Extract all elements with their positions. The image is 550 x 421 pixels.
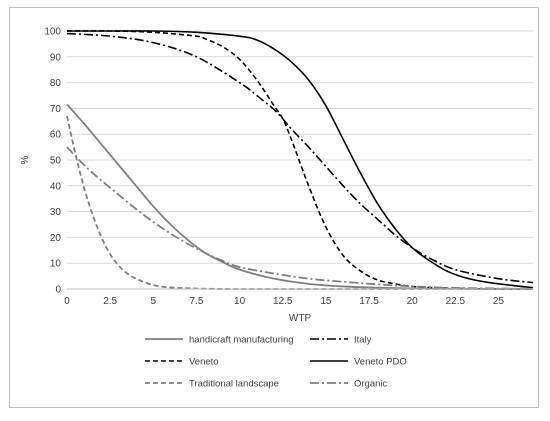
- series-line: [66, 32, 534, 284]
- y-axis-label: %: [20, 155, 31, 164]
- y-tick-label: 10: [50, 259, 62, 270]
- chart-frame: 0 10 20 30 40 50 60 70 80 90 100 0 2.5 5 7.5 10 12.5 15 17…: [9, 7, 539, 408]
- axes: 0 10 20 30 40 50 60 70 80 90 100 0 2.5 5 7.5 10 12.5 15 17…: [20, 27, 533, 324]
- x-tick-label: 12.5: [273, 296, 293, 307]
- x-tick-label: 20: [407, 296, 419, 307]
- y-tick-label: 0: [55, 285, 61, 296]
- x-tick-label: 22.5: [446, 296, 466, 307]
- x-tick-label: 15: [320, 296, 332, 307]
- legend: handicraft manufacturing Italy Veneto Venet…: [145, 335, 407, 390]
- x-tick-label: 25: [493, 296, 505, 307]
- y-tick-label: 20: [50, 233, 62, 244]
- x-tick-label: 10: [234, 296, 246, 307]
- y-tick-label: 90: [50, 52, 62, 63]
- y-tick-label: 60: [50, 130, 62, 141]
- y-tick-label: 70: [50, 104, 62, 115]
- y-tick-label: 100: [44, 27, 61, 38]
- x-tick-label: 5: [151, 296, 157, 307]
- x-tick-label: 17.5: [359, 296, 379, 307]
- legend-label: Veneto PDO: [354, 357, 407, 368]
- y-tick-label: 40: [50, 181, 62, 192]
- legend-label: Traditional landscape: [189, 379, 279, 390]
- x-tick-label: 0: [64, 296, 70, 307]
- series-line: [67, 30, 534, 289]
- y-tick-label: 80: [50, 78, 62, 89]
- x-tick-label: 2.5: [103, 296, 117, 307]
- line-chart: 0 10 20 30 40 50 60 70 80 90 100 0 2.5 5 7.5 10 12.5 15 17…: [20, 27, 534, 390]
- y-tick-label: 50: [50, 156, 62, 167]
- x-tick-label: 7.5: [189, 296, 203, 307]
- gridlines: [67, 30, 533, 264]
- series-line: [66, 103, 534, 290]
- series-line: [66, 146, 534, 290]
- x-axis-label: WTP: [289, 313, 312, 324]
- series-lines: [66, 30, 534, 290]
- legend-label: Organic: [354, 379, 388, 390]
- legend-label: handicraft manufacturing: [189, 335, 294, 346]
- legend-label: Italy: [354, 335, 372, 346]
- legend-label: Veneto: [189, 357, 219, 368]
- y-tick-label: 30: [50, 207, 62, 218]
